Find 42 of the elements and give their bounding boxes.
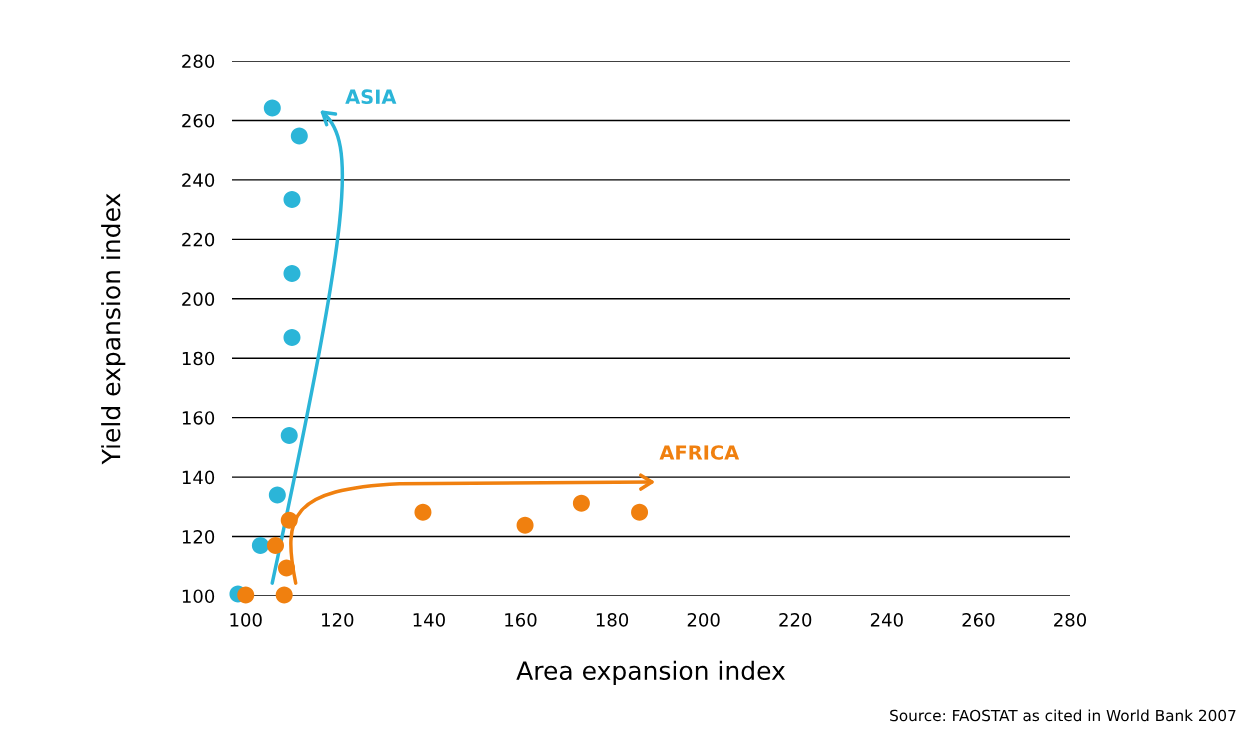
point [263, 99, 281, 117]
x-tick-label: 200 [687, 612, 720, 627]
x-tick-label: 180 [596, 612, 629, 627]
point [631, 503, 649, 521]
point [275, 586, 293, 604]
point [277, 559, 295, 577]
x-tick-label: 280 [1054, 612, 1087, 627]
point [283, 265, 301, 283]
point [251, 536, 269, 554]
text: ASIA [345, 89, 397, 105]
point [283, 328, 301, 346]
source-note: Source: FAOSTAT as cited in World Bank 2007 [890, 709, 1236, 722]
x-tick-label: 160 [505, 612, 537, 627]
point [516, 516, 534, 534]
text: AFRICA [659, 445, 740, 460]
x-tick-label: 260 [962, 612, 995, 627]
point [237, 586, 255, 604]
y-axis-title: Yield expansion index [101, 193, 126, 465]
point [414, 503, 432, 521]
y-tick-label: 120 [182, 530, 215, 544]
x-tick-label: 120 [322, 612, 354, 627]
y-tick-label: 140 [182, 470, 215, 485]
y-tick-label: 260 [182, 113, 215, 128]
y-tick-label: 240 [182, 173, 215, 188]
x-tick-label: 240 [870, 612, 903, 627]
x-axis-title: Area expansion index [516, 660, 786, 685]
y-tick-label: 220 [182, 232, 215, 247]
x-tick-label: 100 [230, 612, 262, 627]
point [572, 494, 590, 512]
point [267, 536, 285, 554]
point [280, 426, 298, 445]
y-tick-label: 180 [182, 351, 215, 366]
y-tick-label: 280 [182, 54, 215, 69]
y-tick-label: 200 [182, 292, 215, 306]
point [268, 486, 286, 504]
point [280, 511, 298, 529]
y-tick-label: 100 [182, 589, 215, 604]
point [283, 191, 301, 209]
x-tick-label: 140 [413, 612, 445, 627]
x-tick-label: 220 [779, 612, 812, 627]
point [290, 127, 308, 145]
y-tick-label: 160 [182, 411, 215, 425]
